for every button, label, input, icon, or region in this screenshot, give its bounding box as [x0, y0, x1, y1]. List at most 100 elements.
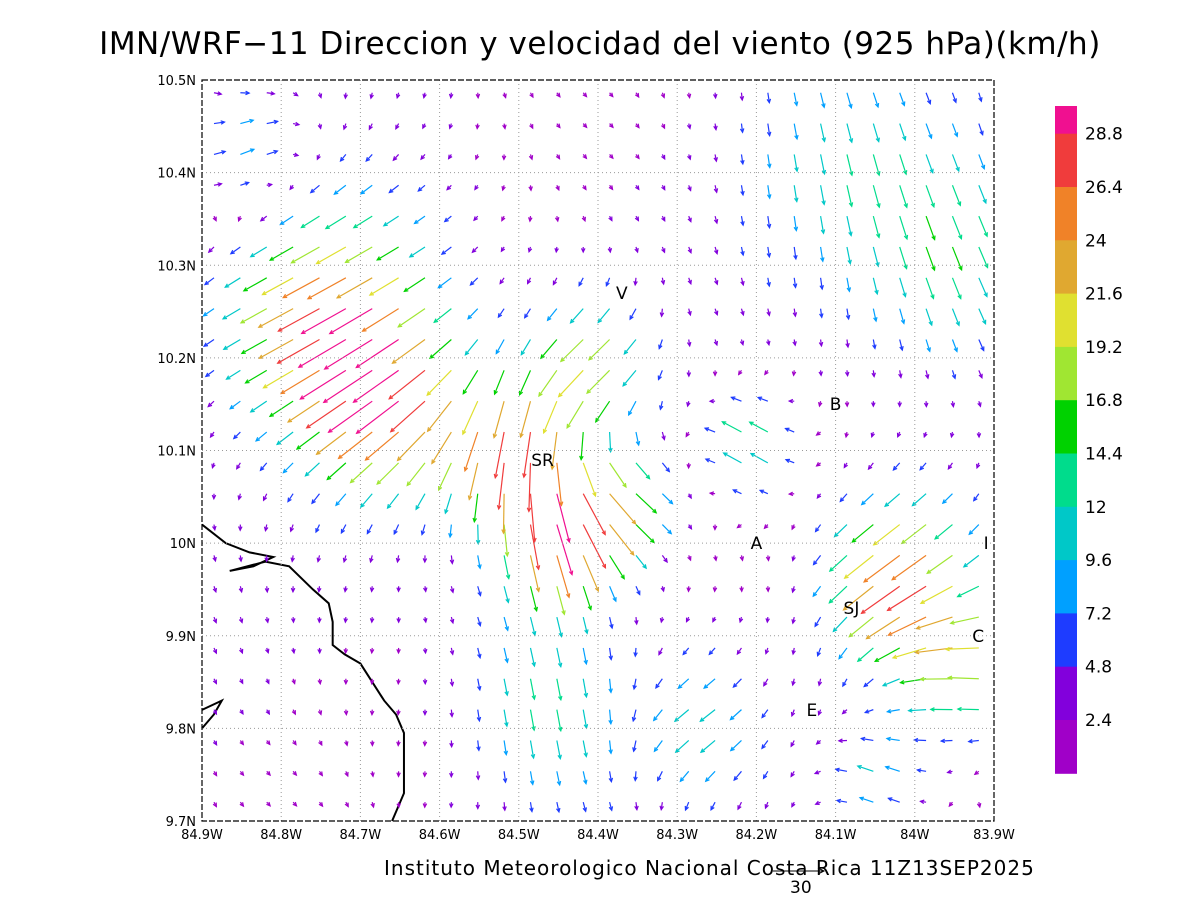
- wind-arrow: [503, 555, 511, 580]
- wind-arrow: [632, 678, 637, 691]
- wind-arrow: [266, 770, 271, 777]
- wind-arrow: [609, 462, 627, 489]
- wind-arrow: [703, 427, 716, 433]
- colorbar-label: 14.4: [1085, 445, 1123, 465]
- wind-arrow: [862, 554, 901, 583]
- wind-arrow: [355, 338, 399, 369]
- wind-arrow: [736, 647, 742, 656]
- wind-arrow: [475, 154, 480, 161]
- wind-arrow: [791, 555, 796, 562]
- coastline: [201, 523, 405, 822]
- wind-arrow: [222, 338, 241, 351]
- wind-arrow: [557, 369, 584, 398]
- wind-arrow: [899, 92, 906, 107]
- wind-arrow: [872, 92, 880, 109]
- wind-arrow: [276, 338, 320, 364]
- wind-arrow: [415, 493, 426, 511]
- place-label: I: [984, 534, 989, 554]
- x-tick-label: 84.3W: [656, 828, 698, 843]
- wind-arrow: [290, 617, 296, 624]
- wind-arrow: [290, 246, 320, 264]
- wind-arrow: [887, 797, 900, 803]
- wind-arrow: [748, 421, 769, 433]
- wind-arrow: [497, 308, 505, 319]
- wind-arrow: [266, 119, 280, 125]
- wind-arrow: [629, 308, 637, 321]
- wind-arrow: [304, 462, 320, 477]
- wind-arrow: [915, 616, 953, 630]
- wind-arrow: [318, 740, 323, 747]
- x-tick-label: 83.9W: [973, 828, 1015, 843]
- colorbar-label: 12: [1085, 498, 1107, 518]
- wind-arrow: [820, 216, 826, 235]
- wind-arrow: [815, 740, 821, 745]
- wind-arrow: [449, 771, 454, 779]
- wind-arrow: [713, 555, 718, 562]
- wind-arrow: [787, 398, 795, 404]
- y-tick-label: 9.7N: [166, 815, 196, 830]
- wind-arrow: [212, 616, 218, 624]
- wind-arrow: [660, 277, 666, 286]
- wind-arrow: [870, 431, 875, 439]
- wind-arrow: [635, 493, 658, 514]
- wind-arrow: [529, 616, 537, 637]
- wind-arrow: [207, 246, 215, 254]
- wind-arrow: [448, 123, 453, 130]
- wind-arrow: [529, 771, 535, 786]
- wind-arrow: [661, 154, 666, 161]
- wind-arrow: [522, 431, 532, 479]
- wind-arrow: [661, 184, 666, 191]
- wind-arrow: [369, 586, 375, 593]
- wind-arrow: [887, 616, 927, 636]
- wind-arrow: [687, 524, 693, 530]
- wind-arrow: [812, 555, 822, 566]
- wind-arrow: [659, 802, 664, 812]
- wind-arrow: [493, 431, 505, 480]
- wind-arrow: [422, 709, 428, 717]
- wind-arrow: [376, 246, 399, 261]
- wind-arrow: [761, 709, 769, 719]
- wind-arrow: [605, 277, 611, 288]
- wind-arrow: [977, 401, 982, 408]
- wind-arrow: [946, 769, 953, 774]
- wind-arrow: [529, 123, 534, 130]
- wind-arrow: [846, 215, 853, 237]
- wind-arrow: [529, 678, 537, 701]
- wind-arrow: [950, 401, 956, 408]
- wind-arrow: [713, 185, 719, 194]
- wind-arrow: [941, 493, 953, 505]
- wind-arrow: [860, 585, 901, 615]
- wind-arrow: [653, 740, 663, 753]
- wind-arrow: [579, 431, 584, 461]
- wind-arrow: [240, 118, 255, 125]
- coastline-segment: [201, 523, 405, 822]
- wind-arrow: [582, 555, 600, 593]
- wind-arrow: [503, 616, 510, 632]
- wind-arrow: [784, 458, 795, 464]
- wind-arrow: [556, 647, 563, 669]
- wind-arrow: [911, 493, 927, 507]
- wind-arrow: [791, 524, 796, 531]
- y-tick-label: 10.5N: [157, 74, 196, 89]
- wind-arrow: [967, 738, 979, 744]
- wind-arrow: [501, 493, 506, 535]
- wind-arrow: [899, 185, 908, 209]
- wind-arrow: [224, 277, 241, 288]
- wind-arrow: [529, 586, 539, 613]
- place-label: A: [751, 534, 763, 554]
- wind-arrow: [686, 339, 692, 348]
- wind-arrow: [712, 92, 718, 100]
- wind-arrow: [765, 555, 771, 562]
- wind-arrow: [608, 678, 613, 694]
- wind-arrow: [422, 555, 428, 564]
- wind-arrow: [845, 339, 850, 349]
- colorbar-swatch: [1055, 346, 1077, 401]
- y-tick-label: 10.2N: [157, 352, 196, 367]
- wind-arrow: [708, 491, 716, 496]
- wind-arrow: [556, 771, 562, 787]
- wind-arrow: [300, 308, 347, 335]
- wind-arrow: [713, 123, 718, 131]
- wind-arrow: [473, 215, 479, 222]
- wind-arrow: [609, 616, 614, 630]
- wind-arrow: [685, 431, 690, 438]
